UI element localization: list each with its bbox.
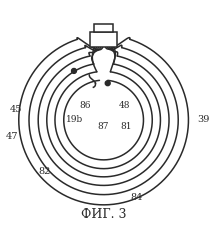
Text: 48: 48 [118,101,130,110]
Text: 45: 45 [10,105,22,114]
Text: 39: 39 [198,115,210,125]
Bar [94,24,113,32]
Text: 81: 81 [120,122,132,131]
Circle shape [72,68,76,73]
Text: 86: 86 [79,101,91,110]
Text: 82: 82 [38,167,50,176]
Text: 47: 47 [6,132,18,141]
Text: ФИГ. 3: ФИГ. 3 [81,208,126,221]
Bar [90,32,117,48]
Text: 87: 87 [98,122,109,131]
Text: 19b: 19b [66,115,84,125]
Text: 84: 84 [130,193,142,202]
Circle shape [105,81,110,86]
